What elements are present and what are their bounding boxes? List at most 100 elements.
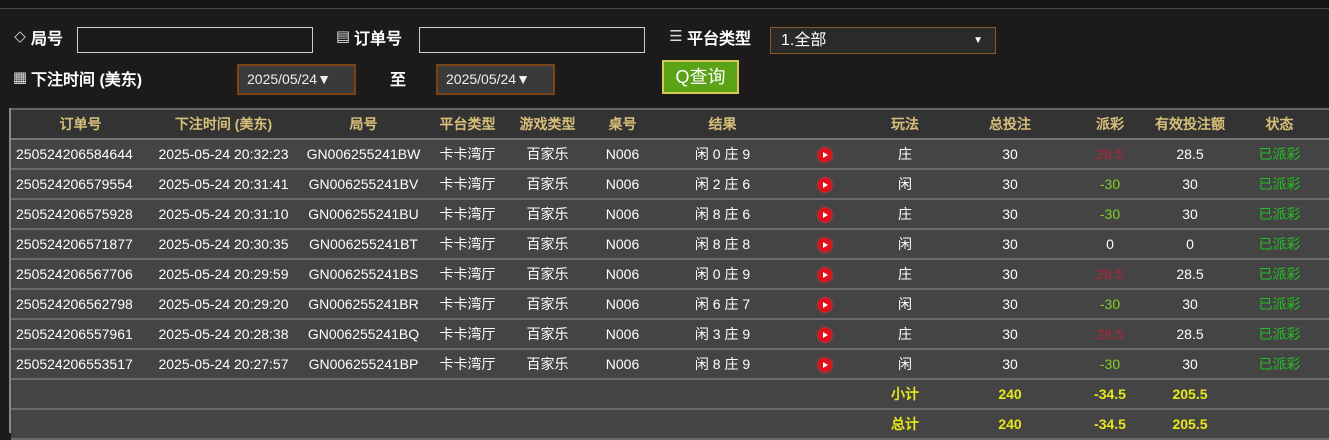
subtotal-row-valid-bet: 205.5	[1150, 379, 1230, 410]
round-label: ◇ 局号	[12, 25, 63, 49]
cell-result: 闲 8 庄 9	[655, 349, 790, 380]
order-input[interactable]	[419, 27, 645, 53]
cell-bet-type: 闲	[860, 169, 950, 200]
empty-cell	[590, 379, 655, 410]
play-video-icon[interactable]	[818, 148, 832, 163]
cell-total-bet: 30	[950, 199, 1070, 230]
cell-valid-bet: 30	[1150, 349, 1230, 380]
cell-valid-bet: 30	[1150, 169, 1230, 200]
play-video-icon[interactable]	[818, 178, 832, 193]
empty-cell	[11, 409, 150, 440]
cell-game-type: 百家乐	[505, 259, 590, 290]
play-video-icon[interactable]	[818, 358, 832, 373]
query-button[interactable]: Q查询	[662, 60, 739, 94]
cell-platform: 卡卡湾厅	[430, 289, 505, 320]
date-to-select[interactable]: 2025/05/24▼	[436, 64, 555, 95]
empty-cell	[430, 409, 505, 440]
query-label: 查询	[689, 67, 726, 87]
grand-total-row-label: 总计	[860, 409, 950, 440]
cell-payout: -30	[1070, 349, 1150, 380]
cell-game-type: 百家乐	[505, 229, 590, 260]
header-platform: 平台类型	[430, 108, 505, 140]
cell-round-no: GN006255241BR	[297, 289, 430, 320]
cell-bet-type: 庄	[860, 259, 950, 290]
cell-status: 已派彩	[1230, 169, 1329, 200]
replay-cell	[790, 289, 860, 320]
cell-valid-bet: 30	[1150, 199, 1230, 230]
empty-cell	[790, 409, 860, 440]
replay-cell	[790, 169, 860, 200]
cell-bet-time: 2025-05-24 20:27:57	[150, 349, 297, 380]
calendar-icon: ▦	[12, 69, 28, 86]
play-video-icon[interactable]	[818, 208, 832, 223]
play-video-icon[interactable]	[818, 268, 832, 283]
search-icon: Q	[675, 67, 690, 87]
cell-table-no: N006	[590, 289, 655, 320]
cell-valid-bet: 30	[1150, 289, 1230, 320]
header-game-type: 游戏类型	[505, 108, 590, 140]
replay-cell	[790, 259, 860, 290]
cell-order-no: 250524206553517	[11, 349, 150, 380]
round-label-text: 局号	[31, 31, 64, 48]
empty-cell	[1230, 379, 1329, 410]
grand-total-row-payout: -34.5	[1070, 409, 1150, 440]
cell-platform: 卡卡湾厅	[430, 139, 505, 170]
cell-platform: 卡卡湾厅	[430, 319, 505, 350]
cell-order-no: 250524206557961	[11, 319, 150, 350]
header-round-no: 局号	[297, 108, 430, 140]
cell-bet-time: 2025-05-24 20:32:23	[150, 139, 297, 170]
cell-order-no: 250524206567706	[11, 259, 150, 290]
cell-table-no: N006	[590, 139, 655, 170]
play-video-icon[interactable]	[818, 298, 832, 313]
empty-cell	[1230, 409, 1329, 440]
cell-bet-type: 庄	[860, 319, 950, 350]
replay-cell	[790, 349, 860, 380]
cell-payout: -30	[1070, 199, 1150, 230]
grand-total-row-total-bet: 240	[950, 409, 1070, 440]
table-row: 250524206579554 2025-05-24 20:31:41 GN0062…	[11, 169, 1329, 200]
cell-result: 闲 8 庄 6	[655, 199, 790, 230]
empty-cell	[150, 409, 297, 440]
table-row: 250524206562798 2025-05-24 20:29:20 GN0062…	[11, 289, 1329, 320]
grand-total-row: 总计 240 -34.5 205.5	[11, 409, 1329, 440]
platform-label-text: 平台类型	[687, 31, 752, 48]
cell-round-no: GN006255241BT	[297, 229, 430, 260]
cell-round-no: GN006255241BW	[297, 139, 430, 170]
cell-total-bet: 30	[950, 289, 1070, 320]
date-from-select[interactable]: 2025/05/24▼	[237, 64, 356, 95]
platform-selected-value: 1.全部	[781, 32, 827, 49]
cell-status: 已派彩	[1230, 349, 1329, 380]
order-label-text: 订单号	[354, 31, 403, 48]
round-input[interactable]	[77, 27, 313, 53]
to-label: 至	[390, 72, 407, 89]
cell-payout: -30	[1070, 289, 1150, 320]
cell-bet-type: 闲	[860, 229, 950, 260]
play-video-icon[interactable]	[818, 238, 832, 253]
platform-label: ☰ 平台类型	[668, 25, 751, 49]
cell-valid-bet: 28.5	[1150, 139, 1230, 170]
cell-bet-time: 2025-05-24 20:31:41	[150, 169, 297, 200]
table-row: 250524206553517 2025-05-24 20:27:57 GN0062…	[11, 349, 1329, 380]
header-bet-type: 玩法	[860, 108, 950, 140]
order-label: ▤ 订单号	[335, 25, 402, 49]
cell-result: 闲 8 庄 8	[655, 229, 790, 260]
cell-status: 已派彩	[1230, 199, 1329, 230]
time-label-text: 下注时间 (美东)	[31, 72, 143, 89]
platform-select[interactable]: 1.全部 ▼	[770, 27, 996, 54]
cell-total-bet: 30	[950, 259, 1070, 290]
cell-result: 闲 2 庄 6	[655, 169, 790, 200]
cell-status: 已派彩	[1230, 319, 1329, 350]
grand-total-row-valid-bet: 205.5	[1150, 409, 1230, 440]
empty-cell	[590, 409, 655, 440]
list-icon: ☰	[669, 28, 683, 45]
cell-order-no: 250524206579554	[11, 169, 150, 200]
cell-payout: 28.5	[1070, 319, 1150, 350]
play-video-icon[interactable]	[818, 328, 832, 343]
table-border	[9, 108, 11, 433]
cell-valid-bet: 28.5	[1150, 259, 1230, 290]
header-total-bet: 总投注	[950, 108, 1070, 140]
empty-cell	[150, 379, 297, 410]
cell-bet-type: 庄	[860, 139, 950, 170]
cell-result: 闲 3 庄 9	[655, 319, 790, 350]
empty-cell	[297, 379, 430, 410]
